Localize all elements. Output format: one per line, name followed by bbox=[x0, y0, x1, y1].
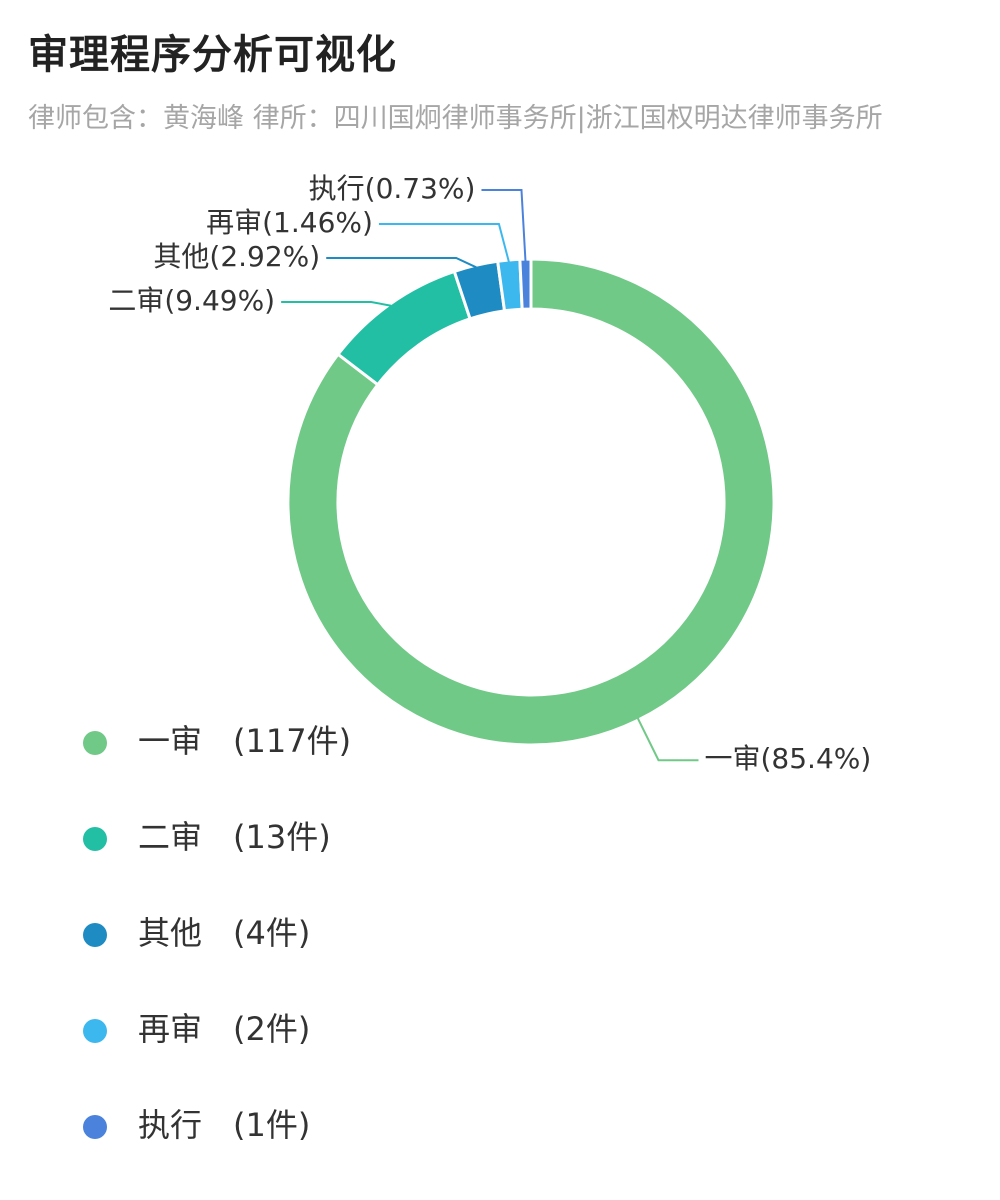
legend-label-2: 其他 bbox=[138, 914, 202, 952]
legend-label-0: 一审 bbox=[138, 722, 202, 760]
legend-marker-2 bbox=[83, 923, 107, 947]
legend-marker-3 bbox=[83, 1019, 107, 1043]
legend-item-2[interactable]: 其他 (4件) bbox=[83, 914, 310, 952]
slice-labels-group: 一审(85.4%) 二审(9.49%) 其他(2.92%)再审(1.46%)执行(0… bbox=[108, 172, 871, 775]
legend-item-3[interactable]: 再审 (2件) bbox=[83, 1010, 310, 1048]
legend-marker-1 bbox=[83, 827, 107, 851]
slice-0[interactable] bbox=[286, 257, 776, 747]
slice-label-1: 二审(9.49%) bbox=[108, 284, 275, 317]
slice-label-3: 再审(1.46%) bbox=[206, 206, 373, 239]
legend-label-3: 再审 bbox=[138, 1010, 202, 1048]
chart-subtitle: 律师包含：黄海峰 律所：四川国炯律师事务所|浙江国权明达律师事务所 bbox=[28, 103, 883, 134]
leader-line-3 bbox=[378, 223, 510, 263]
legend-value-0: (117件) bbox=[233, 722, 351, 760]
leader-line-4 bbox=[481, 189, 527, 262]
legend-marker-4 bbox=[83, 1115, 107, 1139]
legend-item-0[interactable]: 一审 (117件) bbox=[83, 722, 351, 760]
slice-1[interactable] bbox=[335, 269, 472, 387]
chart-title: 审理程序分析可视化 bbox=[28, 32, 397, 78]
legend-item-1[interactable]: 二审 (13件) bbox=[83, 818, 331, 856]
legend-value-3: (2件) bbox=[233, 1010, 310, 1048]
leader-line-0 bbox=[636, 717, 699, 762]
legend-marker-0 bbox=[83, 731, 107, 755]
slice-label-0: 一审(85.4%) bbox=[705, 742, 872, 775]
legend-item-4[interactable]: 执行 (1件) bbox=[83, 1106, 310, 1144]
leader-lines-group bbox=[281, 189, 699, 762]
legend-label-1: 二审 bbox=[138, 818, 202, 856]
legend-value-2: (4件) bbox=[233, 914, 310, 952]
slices-group bbox=[286, 257, 776, 747]
legend-value-4: (1件) bbox=[233, 1106, 310, 1144]
leader-line-1 bbox=[281, 301, 392, 307]
leader-line-2 bbox=[326, 257, 477, 269]
slice-4[interactable] bbox=[518, 257, 533, 311]
legend: 一审 (117件) 二审 (13件) 其他 (4件) 再审 (2件) 执行 (1件) bbox=[83, 722, 351, 1144]
legend-value-1: (13件) bbox=[233, 818, 331, 856]
legend-label-4: 执行 bbox=[138, 1106, 202, 1144]
slice-label-2: 其他(2.92%) bbox=[153, 240, 320, 273]
slice-label-4: 执行(0.73%) bbox=[309, 172, 476, 205]
